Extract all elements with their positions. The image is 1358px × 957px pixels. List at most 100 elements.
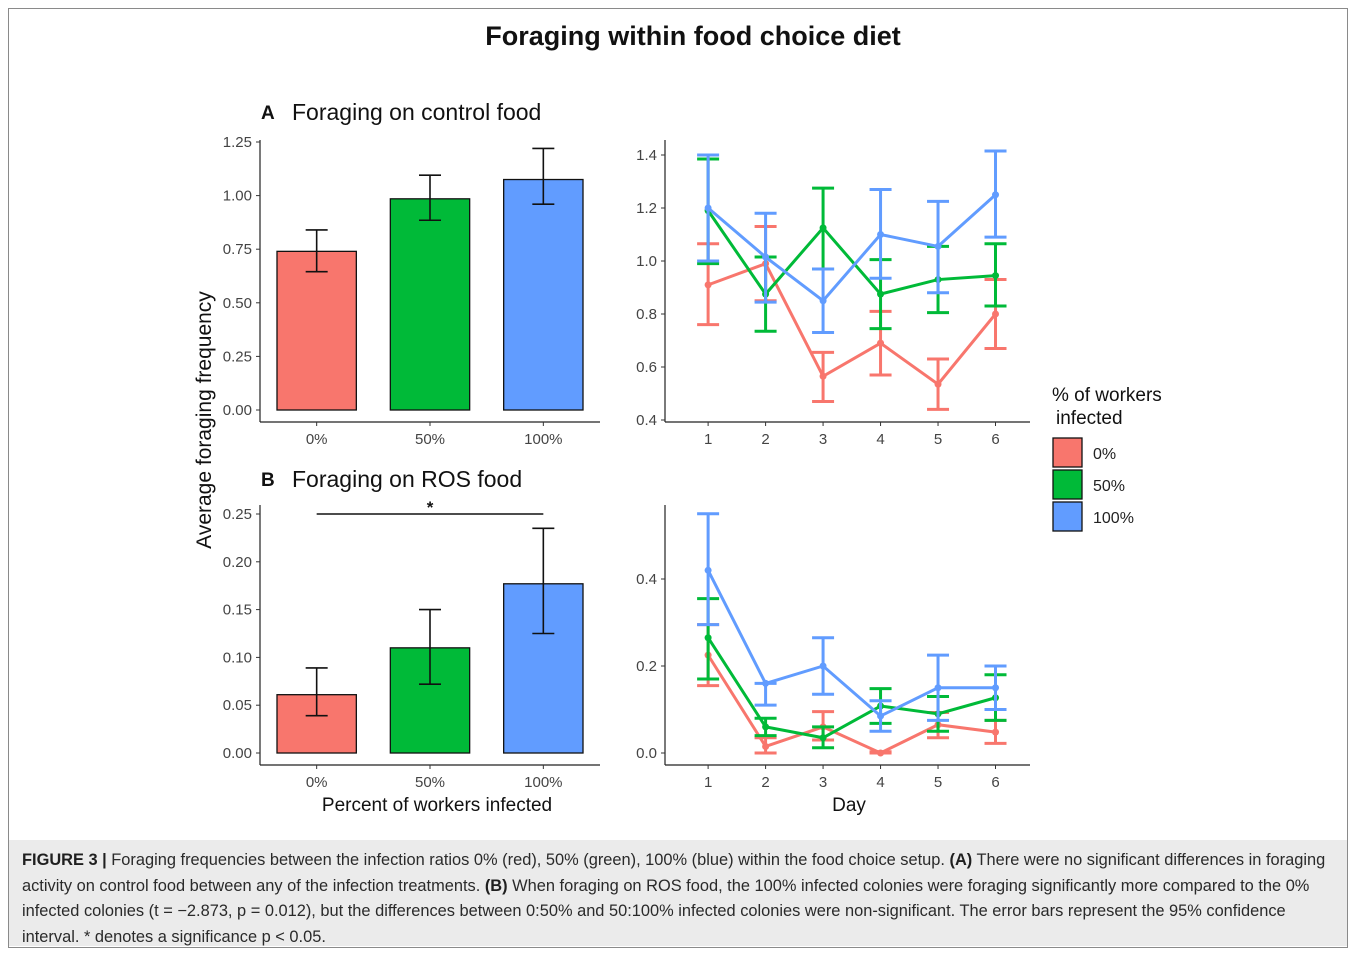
line-b-x-axis-label: Day [832, 795, 866, 816]
x-tick-label: 5 [934, 431, 942, 448]
data-point-0% [934, 380, 942, 388]
caption-text-2: There were no significant differences in… [22, 851, 1326, 895]
y-tick-label: 0.75 [223, 241, 252, 258]
data-point-50% [877, 290, 885, 298]
data-point-100% [877, 712, 885, 720]
legend-items: 0% 50% 100% [1052, 437, 1134, 532]
caption-background [9, 840, 1347, 946]
x-tick-label: 0% [306, 431, 328, 448]
legend-swatch-100% [1052, 501, 1083, 532]
x-tick-label: 4 [876, 774, 884, 791]
data-point-100% [762, 253, 770, 261]
y-tick-label: 1.25 [223, 134, 252, 151]
legend-title-line2: infected [1056, 408, 1123, 429]
x-tick-label: 0% [306, 774, 328, 791]
data-point-100% [934, 242, 942, 250]
x-tick-label: 6 [991, 774, 999, 791]
x-tick-label: 50% [415, 431, 445, 448]
legend-title-line1: % of workers [1052, 385, 1162, 406]
y-tick-label: 0.00 [223, 745, 252, 762]
x-tick-label: 1 [704, 774, 712, 791]
legend-swatch-50% [1052, 469, 1083, 500]
panel-a-letter: A [261, 103, 275, 124]
data-point-50% [819, 224, 827, 232]
significance-star: * [427, 498, 434, 517]
x-tick-label: 3 [819, 431, 827, 448]
series-line-0% [707, 261, 997, 387]
caption-text-3: When foraging on ROS food, the 100% infe… [22, 876, 1310, 946]
series-line-100% [706, 569, 996, 718]
caption-label: FIGURE 3 | [22, 851, 107, 869]
data-point-50% [704, 634, 712, 642]
x-tick-label: 6 [991, 431, 999, 448]
y-tick-label: 0.25 [223, 506, 252, 523]
panel-b-x-axis-label: Percent of workers infected [322, 795, 552, 816]
bar-0% [276, 250, 357, 411]
y-tick-label: 0.00 [223, 402, 252, 419]
data-point-100% [992, 684, 1000, 692]
legend-label-50%: 50% [1093, 478, 1125, 495]
x-tick-label: 100% [524, 774, 562, 791]
y-tick-label: 0.4 [636, 571, 657, 588]
data-point-100% [704, 566, 712, 574]
data-point-0% [819, 372, 827, 380]
x-tick-label: 4 [876, 431, 884, 448]
x-tick-label: 2 [761, 431, 769, 448]
x-tick-label: 2 [761, 774, 769, 791]
x-tick-label: 3 [819, 774, 827, 791]
line-chart-control-food: 0.4 0.6 0.8 1.0 1.2 1.4 1 2 3 4 5 6 [636, 140, 1030, 448]
caption-text-1: Foraging frequencies between the infecti… [106, 851, 950, 869]
y-tick-label: 0.20 [223, 554, 252, 571]
series-line-0% [706, 654, 996, 755]
y-tick-label: 1.00 [223, 188, 252, 205]
y-tick-label: 0.8 [636, 306, 657, 323]
x-tick-label: 50% [415, 774, 445, 791]
y-tick-label: 1.0 [636, 253, 657, 270]
bar-100% [503, 178, 584, 411]
data-point-100% [704, 204, 712, 212]
x-tick-label: 1 [704, 431, 712, 448]
legend: % of workers infected 0% 50% 100% [1052, 385, 1162, 532]
data-point-0% [877, 749, 885, 757]
data-point-0% [762, 742, 770, 750]
data-point-100% [934, 684, 942, 692]
panel-b-letter: B [261, 470, 275, 491]
data-point-100% [877, 231, 885, 238]
caption-a-label: (A) [949, 851, 973, 869]
data-point-50% [819, 734, 827, 742]
figure-frame [8, 8, 1348, 948]
y-tick-label: 0.2 [636, 658, 657, 675]
y-tick-label: 0.15 [223, 602, 252, 619]
data-point-100% [762, 679, 770, 687]
data-point-100% [819, 297, 827, 305]
y-tick-label: 0.10 [223, 649, 252, 666]
y-tick-label: 0.50 [223, 295, 252, 312]
y-tick-label: 1.4 [636, 147, 657, 164]
data-point-0% [992, 728, 1000, 736]
data-point-0% [704, 281, 712, 289]
y-tick-label: 0.05 [223, 697, 252, 714]
y-axis-label: Average foraging frequency [193, 291, 216, 549]
legend-swatch-0% [1052, 437, 1083, 468]
panel-b-title: Foraging on ROS food [292, 466, 522, 492]
series-line-50% [706, 209, 996, 297]
y-tick-label: 0.4 [636, 412, 657, 429]
bar-chart-ros-food: 0.00 0.05 0.10 0.15 0.20 0.25 0% 50% 100% * [223, 498, 600, 791]
data-point-50% [762, 723, 770, 731]
data-point-100% [819, 662, 827, 670]
data-point-50% [992, 272, 1000, 280]
x-tick-label: 5 [934, 774, 942, 791]
y-tick-label: 0.6 [636, 359, 657, 376]
y-tick-label: 0.25 [223, 348, 252, 365]
data-point-100% [992, 191, 1000, 199]
y-tick-label: 0.0 [636, 745, 657, 762]
data-point-0% [992, 310, 1000, 318]
main-title: Foraging within food choice diet [485, 21, 900, 51]
panel-a-title: Foraging on control food [292, 99, 541, 125]
legend-label-100%: 100% [1093, 510, 1134, 527]
line-chart-ros-food: 0.0 0.2 0.4 1 2 3 4 5 6 [636, 505, 1030, 791]
data-point-0% [877, 339, 885, 347]
bar-chart-control-food: 0.00 0.25 0.50 0.75 1.00 1.25 0% 50% 100% [223, 134, 600, 448]
series-line-100% [707, 193, 997, 303]
